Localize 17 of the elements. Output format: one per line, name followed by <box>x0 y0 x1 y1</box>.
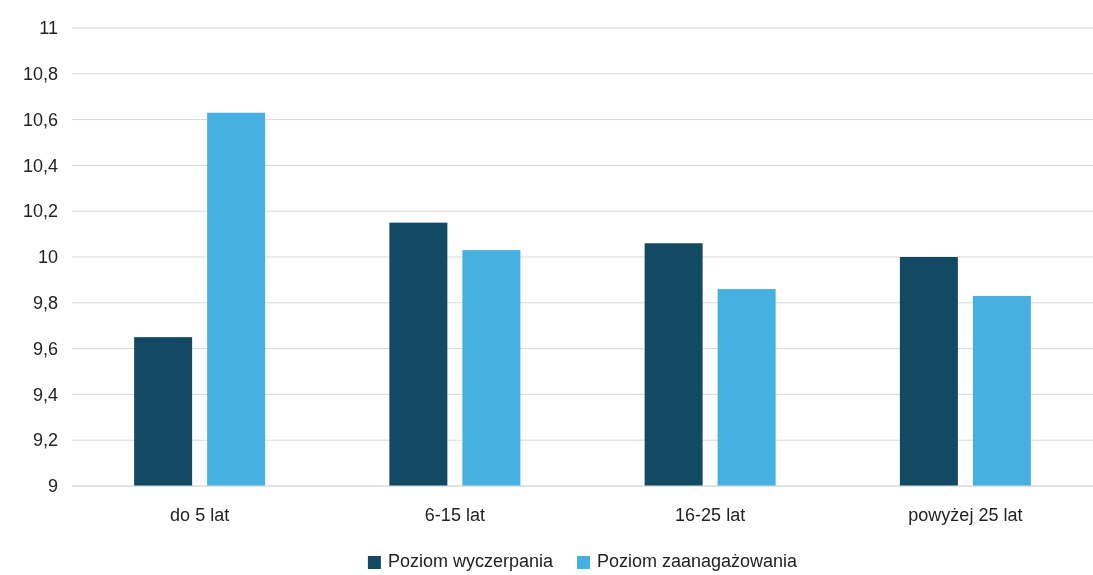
y-tick-label: 9,8 <box>32 293 58 314</box>
legend-label: Poziom zaanagażowania <box>596 551 799 571</box>
y-tick-label: 11 <box>39 18 58 39</box>
x-tick-label: 6-15 lat <box>424 504 485 525</box>
x-tick-label: powyżej 25 lat <box>908 504 1023 525</box>
x-tick-label: 16-25 lat <box>675 504 746 525</box>
y-tick-label: 10 <box>37 247 58 268</box>
y-tick-label: 10,8 <box>22 64 58 85</box>
y-tick-label: 9,2 <box>32 430 58 451</box>
y-tick-label: 9,4 <box>32 384 58 405</box>
x-tick-label: do 5 lat <box>170 504 230 525</box>
y-tick-label: 10,6 <box>22 109 58 130</box>
y-tick-label: 9,6 <box>32 338 58 359</box>
y-tick-label: 9 <box>47 476 58 497</box>
legend-label: Poziom wyczerpania <box>387 551 554 571</box>
y-tick-label: 10,4 <box>22 155 58 176</box>
y-tick-label: 10,2 <box>22 201 58 222</box>
